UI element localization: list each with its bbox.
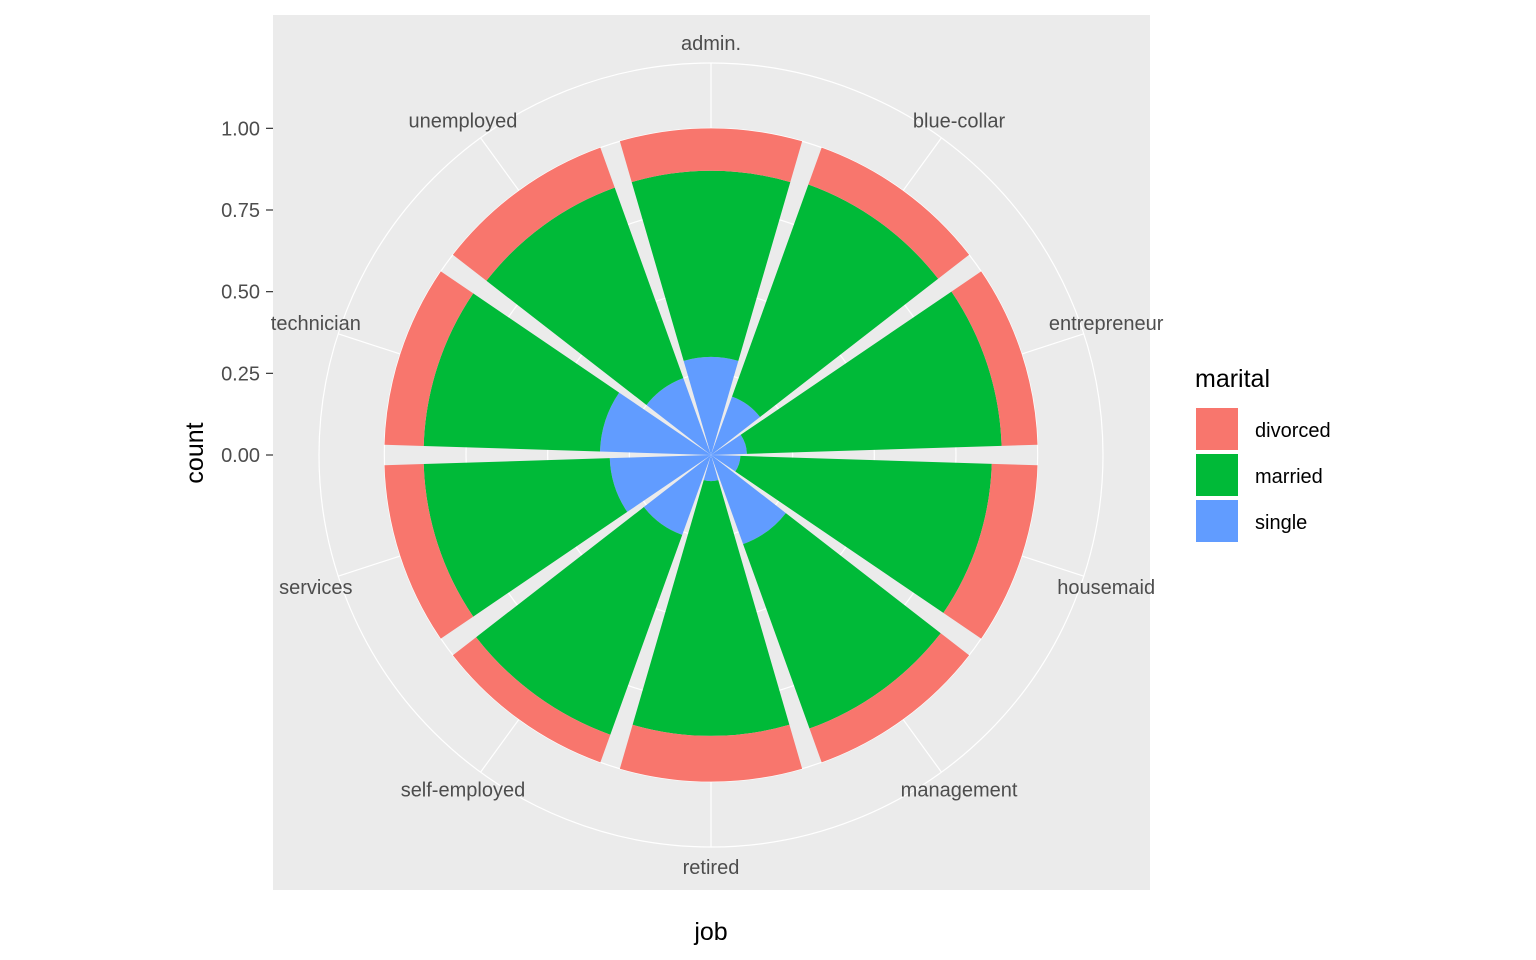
bar-married-entrepreneur bbox=[740, 291, 1002, 454]
bar-single-housemaid bbox=[711, 455, 741, 472]
y-tick-label: 0.00 bbox=[221, 445, 260, 467]
bar-married-management bbox=[743, 513, 941, 729]
category-labels: admin. blue-collar entrepreneur housemaid ma… bbox=[271, 33, 1164, 879]
category-label-retired: retired bbox=[683, 857, 740, 879]
bar-divorced-entrepreneur bbox=[951, 271, 1038, 446]
bar-married-admin bbox=[631, 170, 791, 361]
legend-key-married bbox=[1196, 454, 1238, 496]
bar-divorced-admin bbox=[619, 128, 803, 183]
bar-single-unemployed bbox=[646, 378, 711, 455]
y-axis: 0.00 0.25 0.50 0.75 1.00 bbox=[221, 118, 273, 467]
bar-single-self-employed bbox=[643, 455, 711, 535]
bar-married-retired bbox=[632, 480, 790, 736]
category-label-technician: technician bbox=[271, 313, 361, 335]
bar-single-technician bbox=[599, 392, 711, 455]
y-tick-label: 0.50 bbox=[221, 282, 260, 304]
bar-divorced-retired bbox=[619, 724, 803, 782]
legend-label-married: married bbox=[1255, 466, 1323, 488]
category-label-unemployed: unemployed bbox=[408, 110, 517, 132]
bar-single-blue-collar bbox=[711, 396, 761, 455]
category-label-entrepreneur: entrepreneur bbox=[1049, 313, 1164, 335]
bar-single-admin bbox=[683, 356, 739, 455]
legend: marital divorced married single bbox=[1195, 365, 1331, 542]
legend-key-divorced bbox=[1196, 408, 1238, 450]
legend-label-single: single bbox=[1255, 512, 1307, 534]
bar-divorced-management bbox=[809, 633, 970, 763]
category-label-management: management bbox=[901, 780, 1018, 802]
bar-married-housemaid bbox=[735, 455, 992, 613]
bar-divorced-housemaid bbox=[943, 463, 1038, 639]
category-label-housemaid: housemaid bbox=[1057, 577, 1155, 599]
category-label-blue-collar: blue-collar bbox=[913, 110, 1006, 132]
bar-single-services bbox=[609, 455, 711, 512]
bar-married-blue-collar bbox=[732, 184, 939, 417]
bar-divorced-services bbox=[384, 464, 474, 639]
y-axis-title: count bbox=[181, 422, 209, 483]
y-tick-label: 1.00 bbox=[221, 118, 260, 140]
bar-married-services bbox=[423, 458, 628, 617]
y-tick-label: 0.25 bbox=[221, 363, 260, 385]
bar-single-retired bbox=[703, 455, 719, 482]
bar-single-management bbox=[711, 455, 786, 545]
bars bbox=[384, 128, 1038, 782]
category-label-admin: admin. bbox=[681, 33, 741, 55]
bar-divorced-self-employed bbox=[452, 637, 611, 763]
bar-divorced-unemployed bbox=[452, 147, 615, 281]
bar-married-technician bbox=[423, 293, 620, 452]
category-label-services: services bbox=[279, 577, 352, 599]
bar-married-self-employed bbox=[476, 507, 683, 735]
bar-divorced-blue-collar bbox=[808, 147, 970, 279]
bar-single-entrepreneur bbox=[711, 434, 747, 455]
bar-divorced-technician bbox=[384, 271, 474, 446]
legend-label-divorced: divorced bbox=[1255, 420, 1331, 442]
x-axis-title: job bbox=[693, 918, 727, 946]
bar-married-unemployed bbox=[486, 187, 684, 405]
legend-title: marital bbox=[1195, 365, 1270, 393]
legend-key-single bbox=[1196, 500, 1238, 542]
y-tick-label: 0.75 bbox=[221, 200, 260, 222]
category-label-self-employed: self-employed bbox=[401, 780, 526, 802]
